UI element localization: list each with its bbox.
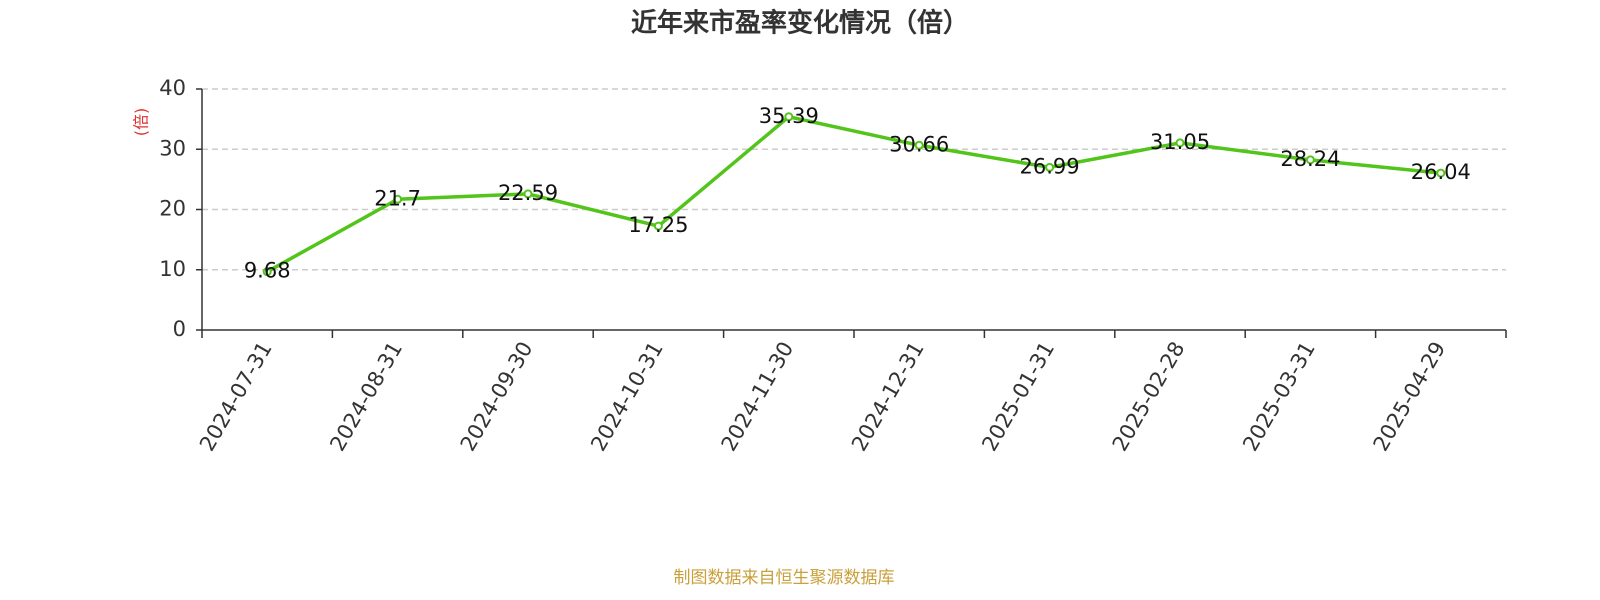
x-tick-label: 2025-01-31 [977, 338, 1059, 456]
x-tick-label: 2024-12-31 [847, 337, 929, 455]
x-tick-label: 2024-11-30 [717, 338, 799, 456]
data-label: 26.04 [1411, 160, 1471, 184]
marker [914, 140, 924, 150]
data-label: 26.99 [1020, 154, 1080, 178]
x-tick-label: 2024-08-31 [325, 337, 407, 455]
marker [653, 221, 663, 231]
x-tick-label: 2025-04-29 [1369, 338, 1451, 456]
marker [1305, 155, 1315, 165]
x-tick-label: 2025-03-31 [1238, 338, 1320, 456]
data-label: 17.25 [628, 213, 688, 237]
x-tick-label: 2024-10-31 [586, 338, 668, 456]
data-label: 9.68 [244, 259, 291, 283]
marker [1045, 162, 1055, 172]
line [266, 114, 1441, 274]
chart-title: 近年来市盈率变化情况（倍） [631, 8, 969, 39]
marker [1175, 138, 1185, 148]
data-label: 22.59 [498, 181, 558, 205]
data-label: 21.7 [374, 186, 421, 210]
marker [1436, 168, 1446, 178]
marker [393, 194, 403, 204]
source-note: 制图数据来自恒生聚源数据库 [674, 568, 895, 588]
x-tick-label: 2024-09-30 [456, 338, 538, 456]
x-tick-label: 2025-02-28 [1108, 338, 1190, 456]
data-label: 31.05 [1150, 130, 1210, 154]
marker [784, 112, 794, 122]
y-tick-label: 40 [159, 76, 186, 100]
data-label: 35.39 [759, 104, 819, 128]
y-tick-label: 30 [159, 136, 186, 160]
y-tick-label: 0 [173, 317, 186, 341]
y-tick-label: 10 [159, 257, 186, 281]
marker [523, 189, 533, 199]
y-tick-label: 20 [159, 197, 186, 221]
marker [262, 267, 272, 277]
y-axis-label: (倍) [132, 108, 151, 137]
x-tick-label: 2024-07-31 [195, 338, 277, 456]
data-label: 30.66 [889, 132, 949, 156]
data-label: 28.24 [1280, 147, 1340, 171]
